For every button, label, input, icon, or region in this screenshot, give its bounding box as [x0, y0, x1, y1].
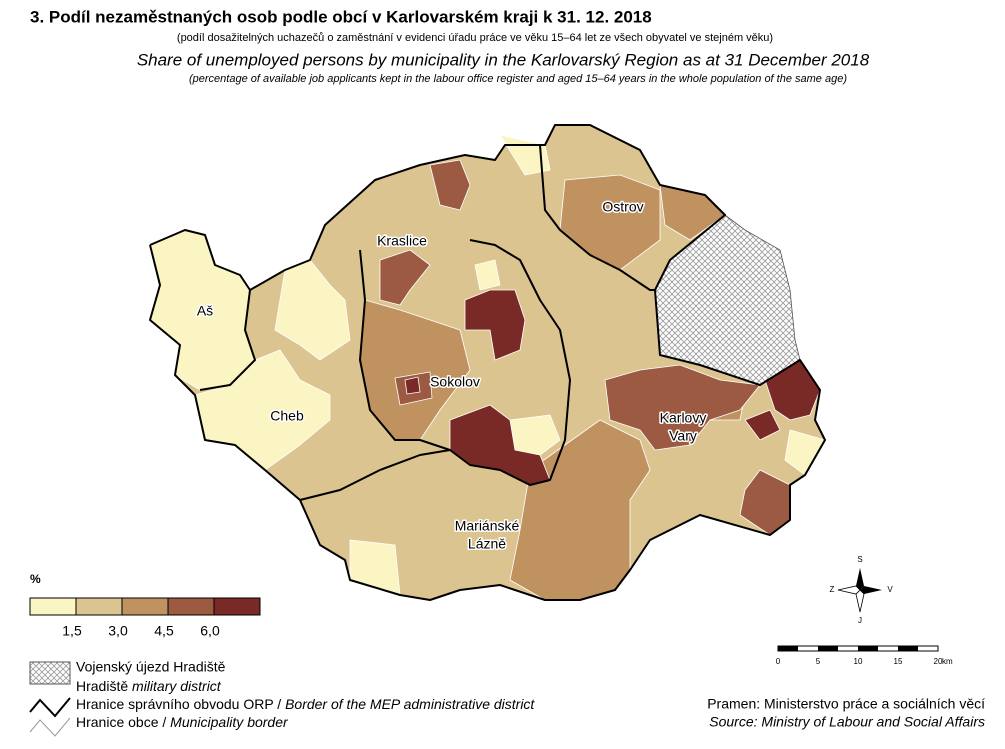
key-text: Hranice obce / — [76, 714, 166, 730]
key-text: Hranice obce / Municipality border — [76, 714, 289, 730]
municipality — [744, 409, 781, 441]
title: 3. Podíl nezaměstnaných osob podle obcí … — [30, 7, 652, 26]
municipality-symbol — [29, 717, 71, 737]
place-label: Aš — [197, 303, 213, 319]
compass-arrow — [860, 586, 882, 594]
subtitle-cz: (podíl dosažitelných uchazečů o zaměstná… — [177, 32, 773, 44]
place-label: Sokolov — [430, 374, 480, 390]
orp-borders — [149, 124, 826, 601]
key-text: Hradiště military district — [76, 678, 222, 694]
place-labels: Aš Cheb Kraslice Sokolov Ostrov Karlovy … — [195, 197, 708, 553]
orp-border — [199, 289, 256, 391]
place-label: Vary — [669, 428, 697, 444]
legend-break: 4,5 — [154, 623, 174, 639]
legend-break: 1,5 — [62, 623, 82, 639]
legend-swatch — [167, 597, 215, 616]
compass-label: S — [857, 555, 862, 564]
key-text: Hranice správního obvodu ORP / Border of… — [76, 696, 535, 712]
key-text: Hradiště — [76, 678, 128, 694]
scale-label: 0 — [776, 657, 781, 666]
legend-swatch — [213, 597, 261, 616]
orp-border — [299, 449, 451, 501]
municipality — [274, 259, 351, 361]
orp-symbol — [29, 697, 71, 718]
key-text: Hranice správního obvodu ORP / — [76, 696, 281, 712]
military-swatch — [29, 661, 71, 685]
scale-label: 15 — [894, 657, 903, 666]
title-en: Share of unemployed persons by municipal… — [137, 50, 870, 69]
place-label: Kraslice — [377, 233, 427, 249]
key-text: Vojenský újezd Hradiště — [76, 659, 226, 675]
legend-break: 6,0 — [200, 623, 220, 639]
key: Vojenský újezd Hradiště Hradiště militar… — [29, 659, 535, 737]
place-label: Mariánské — [455, 518, 520, 534]
key-text: Municipality border — [170, 714, 289, 730]
compass-arrow — [837, 585, 861, 595]
legend: % 1,5 3,0 4,5 6,0 — [29, 572, 261, 639]
compass-label: V — [887, 585, 893, 594]
legend-swatch — [121, 597, 169, 616]
place-label: Karlovy — [660, 410, 707, 426]
place-label: Lázně — [468, 536, 506, 552]
legend-swatch — [75, 597, 123, 616]
scale-label: 20 — [934, 657, 943, 666]
scale-bar: 0 5 10 15 20 km — [776, 645, 953, 666]
scale-segment — [898, 646, 918, 651]
scale-segment — [778, 646, 798, 651]
key-text: Border of the MEP administrative distric… — [285, 696, 535, 712]
legend-unit: % — [30, 572, 41, 586]
orp-border — [539, 144, 655, 291]
municipality — [404, 376, 421, 395]
compass-arrow — [856, 568, 864, 590]
compass-label: Z — [830, 585, 835, 594]
place-label: Cheb — [270, 408, 304, 424]
place-label: Ostrov — [602, 199, 643, 215]
municipality — [604, 364, 761, 451]
orp-border — [359, 239, 571, 486]
municipalities — [149, 124, 826, 601]
scale-segment — [858, 646, 878, 651]
municipality — [464, 289, 526, 361]
legend-swatch — [29, 597, 77, 616]
subtitle-en: (percentage of available job applicants … — [189, 73, 847, 85]
compass-label: J — [858, 616, 862, 625]
municipality — [379, 249, 431, 306]
scale-unit: km — [942, 657, 953, 666]
legend-break: 3,0 — [108, 623, 128, 639]
orp-border — [149, 124, 826, 601]
scale-label: 10 — [854, 657, 863, 666]
scale-segment — [818, 646, 838, 651]
compass: S J Z V — [830, 555, 894, 625]
source-cz: Pramen: Ministerstvo práce a sociálních … — [707, 696, 985, 712]
scale-label: 5 — [816, 657, 821, 666]
municipality — [429, 159, 471, 211]
municipality — [474, 259, 501, 291]
key-text: military district — [132, 678, 222, 694]
source-en: Source: Ministry of Labour and Social Af… — [709, 714, 985, 730]
